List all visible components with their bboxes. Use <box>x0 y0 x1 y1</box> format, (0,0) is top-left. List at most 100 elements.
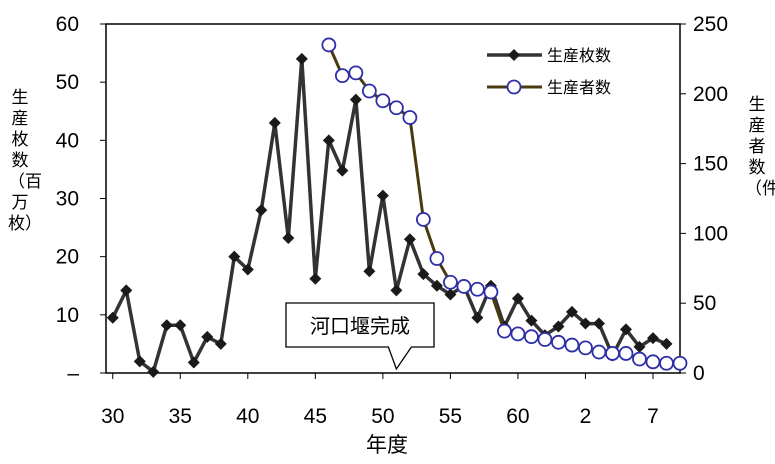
data-point-circle <box>375 93 391 109</box>
data-point-diamond <box>120 284 133 297</box>
data-point-diamond <box>228 250 241 263</box>
data-point-diamond <box>174 319 187 332</box>
data-point-diamond <box>417 268 430 281</box>
data-point-diamond <box>444 288 457 301</box>
data-point-diamond <box>646 332 659 345</box>
y-left-tick-label: 50 <box>56 71 79 94</box>
data-point-circle <box>537 332 553 347</box>
x-tick-label: 35 <box>169 405 192 428</box>
data-point-diamond <box>147 365 160 378</box>
y-left-tick-labels: – 10 20 30 40 50 60 <box>56 13 80 385</box>
data-point-circle <box>645 354 661 370</box>
data-point-diamond <box>241 263 254 276</box>
data-point-diamond <box>160 319 173 332</box>
x-axis-title: 年度 <box>366 433 408 457</box>
data-point-diamond <box>255 204 268 217</box>
data-point-circle <box>564 337 580 353</box>
data-point-circle <box>429 251 445 266</box>
data-point-diamond <box>471 311 484 324</box>
data-point-circle <box>442 274 458 290</box>
x-tick-label: 2 <box>580 405 592 428</box>
data-point-circle <box>632 351 647 367</box>
y-left-tick-label: 10 <box>56 304 79 327</box>
data-point-circle <box>524 329 539 345</box>
data-point-diamond <box>619 323 632 336</box>
axes <box>100 23 686 379</box>
x-tick-label: 30 <box>101 405 124 428</box>
data-point-diamond <box>201 330 214 343</box>
data-point-diamond <box>403 233 416 246</box>
series-production-count <box>106 52 673 378</box>
legend-marker-circle <box>506 79 522 95</box>
annotation-callout: 河口堰完成 <box>285 302 435 371</box>
data-point-diamond <box>133 355 146 368</box>
y-left-axis-title: 生産枚数（百万枚） <box>8 88 42 234</box>
data-point-diamond <box>295 52 308 65</box>
y-left-tick-label: – <box>67 362 79 385</box>
y-left-tick-label: 60 <box>56 13 79 36</box>
y-right-tick-label: 0 <box>693 362 705 385</box>
data-point-diamond <box>376 189 389 202</box>
data-point-diamond <box>565 305 578 318</box>
data-point-circle <box>659 355 674 371</box>
data-point-diamond <box>579 317 592 330</box>
data-point-circle <box>483 284 499 300</box>
x-tick-label: 45 <box>304 405 327 428</box>
data-point-diamond <box>363 265 376 278</box>
data-point-circle <box>321 37 337 53</box>
data-point-diamond <box>552 320 565 333</box>
y-right-tick-label: 200 <box>693 83 728 106</box>
data-point-diamond <box>349 93 362 106</box>
y-left-tick-label: 20 <box>56 246 79 269</box>
callout-box <box>285 302 435 371</box>
data-point-diamond <box>511 292 524 305</box>
data-point-circle <box>415 212 431 227</box>
data-point-circle <box>672 355 688 371</box>
series-producer-count <box>321 37 688 371</box>
callout-label: 河口堰完成 <box>310 314 410 338</box>
legend-label-producers: 生産者数 <box>547 78 611 97</box>
data-point-diamond <box>390 284 403 297</box>
data-point-circle <box>402 110 418 125</box>
y-right-tick-label: 100 <box>693 222 728 245</box>
data-point-circle <box>591 344 607 360</box>
y-right-axis-title: 生産者数（件） <box>745 95 775 199</box>
data-point-diamond <box>660 337 673 350</box>
x-tick-label: 55 <box>439 405 462 428</box>
data-point-diamond <box>309 272 322 285</box>
data-point-circle <box>334 68 350 84</box>
data-point-diamond <box>592 317 605 330</box>
data-point-diamond <box>106 311 119 324</box>
data-point-diamond <box>214 337 227 350</box>
data-point-circle <box>551 334 566 350</box>
y-left-tick-label: 40 <box>56 129 79 152</box>
y-left-tick-label: 30 <box>56 188 79 211</box>
y-right-tick-label: 150 <box>693 153 728 176</box>
data-point-circle <box>470 281 485 297</box>
data-point-circle <box>456 279 472 294</box>
data-point-diamond <box>268 116 281 129</box>
data-point-circle <box>605 346 620 361</box>
legend-marker-diamond <box>508 49 520 61</box>
data-point-diamond <box>336 164 349 177</box>
x-tick-label: 7 <box>647 405 659 428</box>
data-point-diamond <box>633 340 646 353</box>
data-point-circle <box>510 326 526 342</box>
x-tick-labels: 30 35 40 45 50 55 60 2 7 <box>101 405 659 428</box>
data-point-circle <box>388 100 404 116</box>
x-tick-label: 40 <box>236 405 259 428</box>
y-right-tick-labels: 0 50 100 150 200 250 <box>693 13 728 385</box>
data-point-circle <box>497 323 512 339</box>
data-point-circle <box>348 65 364 81</box>
data-point-circle <box>618 346 634 361</box>
data-point-circle <box>578 340 593 356</box>
y-right-tick-label: 50 <box>693 292 716 315</box>
x-tick-label: 60 <box>506 405 529 428</box>
x-tick-label: 50 <box>371 405 394 428</box>
data-point-diamond <box>322 134 335 147</box>
data-point-circle <box>361 83 377 99</box>
data-point-diamond <box>187 356 200 369</box>
data-point-diamond <box>525 314 538 327</box>
